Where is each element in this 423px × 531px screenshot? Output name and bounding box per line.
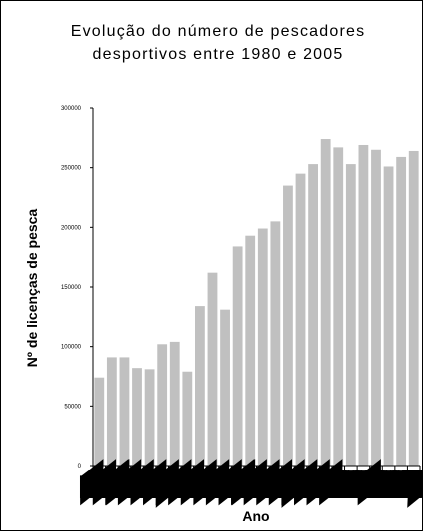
y-tick-label: 300000 xyxy=(61,106,82,112)
bar-1989 xyxy=(207,272,218,466)
bar-1995 xyxy=(283,185,293,466)
bar-2005 xyxy=(408,150,419,466)
bar-1983 xyxy=(132,368,142,466)
bar-1982 xyxy=(119,357,130,466)
x-axis: 1980198119821983198419851986198719881989… xyxy=(79,465,422,500)
bar-1981 xyxy=(106,357,117,466)
bar-1992 xyxy=(245,235,256,466)
bar-1987 xyxy=(182,371,193,466)
bar-1994 xyxy=(270,221,281,466)
bar-2001 xyxy=(358,144,369,467)
bar-1985 xyxy=(157,344,168,466)
bar-1988 xyxy=(195,306,205,466)
chart-title-line-2: desportivos entre 1980 e 2005 xyxy=(93,46,344,63)
x-axis-label: Ano xyxy=(242,508,269,524)
bar-1997 xyxy=(308,164,318,466)
bar-2002 xyxy=(371,149,381,466)
bar-2003 xyxy=(383,166,394,466)
bar-2004 xyxy=(396,156,407,466)
bar-1998 xyxy=(320,139,331,466)
bar-1990 xyxy=(220,309,230,466)
bar-1991 xyxy=(232,246,243,466)
bar-1980 xyxy=(94,377,105,466)
y-axis: 0 50000 100000 150000 200000 250000 300000 xyxy=(61,106,94,470)
bar-1986 xyxy=(169,341,180,466)
bar-1996 xyxy=(295,173,306,466)
bar-1993 xyxy=(257,228,268,466)
y-axis-label: Nº de licenças de pesca xyxy=(24,209,40,368)
chart-title-line-1: Evolução do número de pescadores xyxy=(71,23,366,40)
y-tick-label: 100000 xyxy=(61,345,82,351)
y-tick-label: 50000 xyxy=(64,404,81,410)
bar-2000 xyxy=(345,164,356,466)
bar-1984 xyxy=(144,369,155,466)
x-tick-label-2005: 2005 xyxy=(405,480,422,489)
y-tick-label: 0 xyxy=(78,464,82,470)
y-tick-label: 200000 xyxy=(61,225,82,231)
y-tick-label: 250000 xyxy=(61,166,82,172)
bar-1999 xyxy=(333,147,344,466)
bars-group xyxy=(94,139,419,467)
y-tick-label: 150000 xyxy=(61,285,82,291)
